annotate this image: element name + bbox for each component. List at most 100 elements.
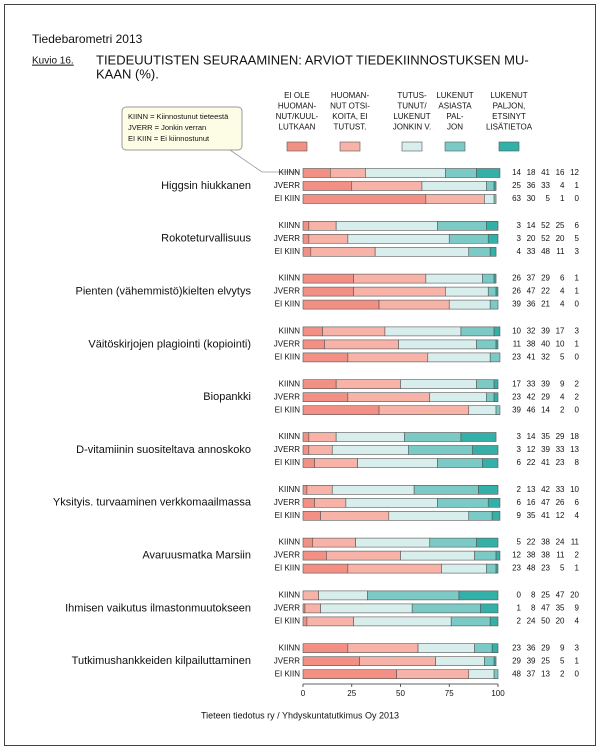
value-label: 1 xyxy=(575,564,580,573)
bar-segment xyxy=(476,379,495,390)
bar-segment xyxy=(335,221,438,231)
bar-segment xyxy=(308,221,337,231)
value-label: 22 xyxy=(527,538,536,547)
value-label: 47 xyxy=(541,498,550,507)
bar-segment xyxy=(425,273,483,284)
value-label: 6 xyxy=(517,458,522,467)
bar-segment xyxy=(480,603,499,614)
value-label: 0 xyxy=(575,669,580,678)
value-label: 6 xyxy=(560,274,565,283)
bar-segment xyxy=(491,510,501,521)
bar-segment xyxy=(306,616,354,627)
value-label: 9 xyxy=(560,643,565,652)
value-label: 35 xyxy=(556,604,565,613)
value-label: 10 xyxy=(512,327,521,336)
bar-segment xyxy=(302,445,310,455)
value-label: 29 xyxy=(541,643,550,652)
value-label: 38 xyxy=(541,538,550,547)
bar-segment xyxy=(476,339,497,350)
row-label: JVERR xyxy=(274,445,300,454)
value-label: 4 xyxy=(560,287,565,296)
bar-segment xyxy=(351,181,423,191)
bar-segment xyxy=(302,432,310,442)
value-label: 38 xyxy=(527,551,536,560)
value-label: 4 xyxy=(560,181,565,190)
value-label: 29 xyxy=(556,432,565,441)
value-label: 0 xyxy=(575,353,580,362)
value-label: 38 xyxy=(541,551,550,560)
value-label: 0 xyxy=(575,405,580,414)
bar-segment xyxy=(489,352,501,363)
row-label: EI KIIN xyxy=(275,194,301,203)
bar-segment xyxy=(495,563,499,574)
legend-label: HUOMAN- xyxy=(331,91,370,100)
bar-segment xyxy=(482,273,495,284)
value-label: 42 xyxy=(541,485,550,494)
value-label: 14 xyxy=(527,432,536,441)
legend-label: NUT OTSI- xyxy=(330,102,370,111)
bar-segment xyxy=(384,326,462,337)
bar-segment xyxy=(347,643,419,654)
value-label: 33 xyxy=(556,485,565,494)
bar-segment xyxy=(320,510,390,521)
value-label: 5 xyxy=(517,538,522,547)
bar-segment xyxy=(347,563,442,574)
bar-segment xyxy=(495,405,501,416)
x-tick-label: 50 xyxy=(396,689,405,698)
category-label: Rokoteturvallisuus xyxy=(161,233,251,245)
value-label: 3 xyxy=(517,234,522,243)
value-label: 24 xyxy=(527,617,536,626)
note-box xyxy=(121,106,243,151)
bar-segment xyxy=(400,379,477,390)
value-label: 39 xyxy=(527,656,536,665)
legend-swatch xyxy=(286,141,308,152)
category-label: Pienten (vähemmistö)kielten elvytys xyxy=(76,286,252,298)
bar-segment xyxy=(302,352,349,363)
bar-segment xyxy=(302,194,427,204)
value-label: 5 xyxy=(560,564,565,573)
category-label: Tutkimushankkeiden kilpailuttaminen xyxy=(72,655,251,667)
bar-segment xyxy=(472,445,499,455)
bar-segment xyxy=(345,497,438,508)
note: EI KIIN = Ei kiinnostunut xyxy=(128,134,210,143)
value-label: 10 xyxy=(570,485,579,494)
bar-segment xyxy=(404,432,462,442)
bar-segment xyxy=(308,432,337,442)
note-pointer xyxy=(229,149,300,173)
value-label: 1 xyxy=(575,340,580,349)
value-label: 41 xyxy=(541,511,550,520)
bar-segment xyxy=(302,379,337,390)
bar-segment xyxy=(353,286,446,297)
bar-segment xyxy=(304,603,321,614)
bar-segment xyxy=(411,603,481,614)
value-label: 2 xyxy=(560,405,565,414)
value-label: 16 xyxy=(556,168,565,177)
x-tick-label: 0 xyxy=(301,689,306,698)
bar-segment xyxy=(302,181,353,191)
value-label: 10 xyxy=(556,340,565,349)
row-label: KIINN xyxy=(279,274,301,283)
value-label: 5 xyxy=(560,656,565,665)
bar-segment xyxy=(493,181,497,191)
value-label: 2 xyxy=(560,669,565,678)
value-label: 12 xyxy=(570,168,579,177)
legend-label: LUKENUT xyxy=(393,112,430,121)
value-label: 13 xyxy=(570,445,579,454)
row-label: KIINN xyxy=(279,485,301,494)
value-label: 4 xyxy=(560,300,565,309)
x-tick-label: 100 xyxy=(491,689,505,698)
value-label: 5 xyxy=(575,234,580,243)
frame xyxy=(4,4,596,746)
value-label: 48 xyxy=(541,247,550,256)
value-label: 23 xyxy=(541,564,550,573)
value-label: 46 xyxy=(527,405,536,414)
value-label: 39 xyxy=(541,327,550,336)
bar-segment xyxy=(314,497,347,508)
bar-segment xyxy=(407,445,473,455)
value-label: 41 xyxy=(541,458,550,467)
bar-segment xyxy=(427,352,491,363)
value-label: 17 xyxy=(512,379,521,388)
value-label: 32 xyxy=(541,353,550,362)
value-label: 2 xyxy=(575,551,580,560)
bar-segment xyxy=(326,550,401,561)
